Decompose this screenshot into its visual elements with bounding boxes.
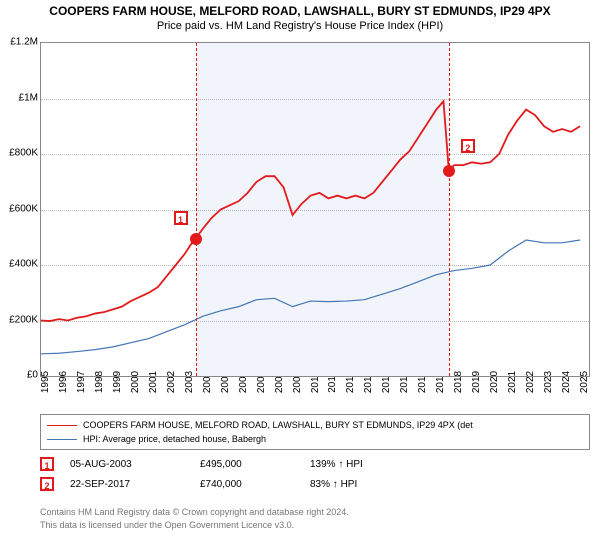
sales-marker-1: 1 bbox=[40, 457, 54, 471]
sales-hpi-1: 139% ↑ HPI bbox=[310, 459, 430, 470]
sales-table: 1 05-AUG-2003 £495,000 139% ↑ HPI 2 22-S… bbox=[40, 454, 590, 494]
sales-price-2: £740,000 bbox=[200, 479, 310, 490]
legend-swatch-hpi bbox=[47, 439, 77, 440]
ytick-label: £200K bbox=[2, 314, 38, 325]
chart-container: COOPERS FARM HOUSE, MELFORD ROAD, LAWSHA… bbox=[0, 0, 600, 560]
legend-row-hpi: HPI: Average price, detached house, Babe… bbox=[47, 432, 583, 446]
footer: Contains HM Land Registry data © Crown c… bbox=[40, 506, 590, 532]
ytick-label: £400K bbox=[2, 259, 38, 270]
ytick-label: £1M bbox=[2, 92, 38, 103]
ytick-label: £800K bbox=[2, 148, 38, 159]
sales-price-1: £495,000 bbox=[200, 459, 310, 470]
chart-title: COOPERS FARM HOUSE, MELFORD ROAD, LAWSHA… bbox=[0, 0, 600, 18]
footer-line-1: Contains HM Land Registry data © Crown c… bbox=[40, 506, 590, 519]
sale-marker-box: 2 bbox=[461, 139, 475, 153]
legend: COOPERS FARM HOUSE, MELFORD ROAD, LAWSHA… bbox=[40, 414, 590, 450]
legend-row-property: COOPERS FARM HOUSE, MELFORD ROAD, LAWSHA… bbox=[47, 418, 583, 432]
plot-area: 12 bbox=[40, 42, 590, 377]
line-series bbox=[41, 43, 589, 376]
chart-subtitle: Price paid vs. HM Land Registry's House … bbox=[0, 18, 600, 36]
ytick-label: £1.2M bbox=[2, 37, 38, 48]
sales-hpi-2: 83% ↑ HPI bbox=[310, 479, 430, 490]
footer-line-2: This data is licensed under the Open Gov… bbox=[40, 519, 590, 532]
sale-marker-box: 1 bbox=[174, 211, 188, 225]
sales-date-1: 05-AUG-2003 bbox=[70, 459, 200, 470]
legend-label-property: COOPERS FARM HOUSE, MELFORD ROAD, LAWSHA… bbox=[83, 420, 473, 430]
sales-date-2: 22-SEP-2017 bbox=[70, 479, 200, 490]
ytick-label: £0 bbox=[2, 370, 38, 381]
sales-row-1: 1 05-AUG-2003 £495,000 139% ↑ HPI bbox=[40, 454, 590, 474]
sales-row-2: 2 22-SEP-2017 £740,000 83% ↑ HPI bbox=[40, 474, 590, 494]
legend-label-hpi: HPI: Average price, detached house, Babe… bbox=[83, 434, 266, 444]
legend-swatch-property bbox=[47, 425, 77, 426]
ytick-label: £600K bbox=[2, 203, 38, 214]
sales-marker-2: 2 bbox=[40, 477, 54, 491]
